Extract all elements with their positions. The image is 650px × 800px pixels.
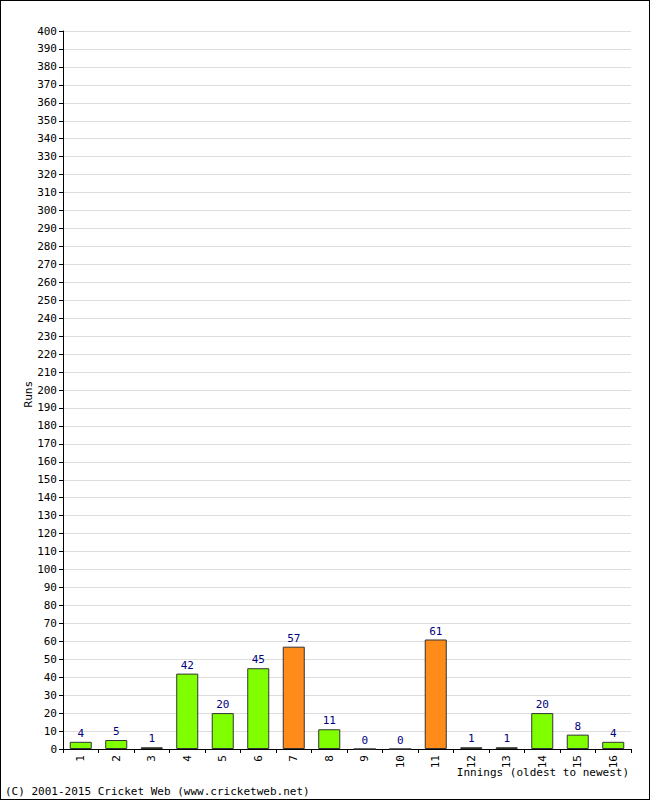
svg-text:61: 61 [429, 625, 442, 638]
svg-text:7: 7 [287, 755, 300, 762]
svg-text:4: 4 [77, 727, 84, 740]
svg-text:270: 270 [37, 258, 57, 271]
svg-text:11: 11 [429, 755, 442, 768]
svg-text:50: 50 [44, 653, 57, 666]
svg-text:160: 160 [37, 455, 57, 468]
svg-text:240: 240 [37, 312, 57, 325]
svg-text:8: 8 [323, 755, 336, 762]
svg-text:280: 280 [37, 240, 57, 253]
svg-text:20: 20 [536, 698, 549, 711]
svg-text:10: 10 [394, 755, 407, 768]
svg-text:380: 380 [37, 60, 57, 73]
svg-text:350: 350 [37, 114, 57, 127]
svg-text:1: 1 [468, 732, 475, 745]
svg-text:1: 1 [74, 755, 87, 762]
svg-text:14: 14 [536, 755, 549, 769]
svg-text:230: 230 [37, 330, 57, 343]
svg-text:390: 390 [37, 42, 57, 55]
svg-text:8: 8 [574, 720, 581, 733]
svg-text:70: 70 [44, 617, 57, 630]
svg-text:370: 370 [37, 78, 57, 91]
svg-text:9: 9 [358, 755, 371, 762]
svg-text:260: 260 [37, 276, 57, 289]
svg-text:140: 140 [37, 491, 57, 504]
svg-text:100: 100 [37, 563, 57, 576]
svg-text:90: 90 [44, 581, 57, 594]
svg-text:2: 2 [110, 755, 123, 762]
svg-text:310: 310 [37, 186, 57, 199]
svg-text:180: 180 [37, 419, 57, 432]
svg-text:10: 10 [44, 725, 57, 738]
svg-text:400: 400 [37, 25, 57, 38]
svg-text:15: 15 [571, 755, 584, 768]
svg-text:1: 1 [503, 732, 510, 745]
svg-text:20: 20 [216, 698, 229, 711]
svg-text:190: 190 [37, 401, 57, 414]
svg-text:200: 200 [37, 384, 57, 397]
svg-text:300: 300 [37, 204, 57, 217]
svg-text:Runs: Runs [22, 381, 35, 408]
svg-text:45: 45 [252, 653, 265, 666]
svg-text:11: 11 [323, 714, 336, 727]
svg-text:5: 5 [216, 755, 229, 762]
svg-text:120: 120 [37, 527, 57, 540]
svg-text:110: 110 [37, 545, 57, 558]
svg-text:250: 250 [37, 294, 57, 307]
svg-text:16: 16 [607, 755, 620, 768]
svg-text:0: 0 [361, 734, 368, 747]
svg-text:1: 1 [148, 732, 155, 745]
svg-text:220: 220 [37, 348, 57, 361]
svg-text:170: 170 [37, 437, 57, 450]
svg-text:13: 13 [500, 755, 513, 768]
svg-text:3: 3 [145, 755, 158, 762]
svg-text:60: 60 [44, 635, 57, 648]
svg-text:40: 40 [44, 671, 57, 684]
svg-text:12: 12 [465, 755, 478, 768]
svg-text:150: 150 [37, 473, 57, 486]
svg-text:330: 330 [37, 150, 57, 163]
svg-text:30: 30 [44, 689, 57, 702]
svg-text:5: 5 [113, 725, 120, 738]
svg-text:57: 57 [287, 632, 300, 645]
svg-text:42: 42 [181, 659, 194, 672]
svg-text:320: 320 [37, 168, 57, 181]
svg-text:0: 0 [397, 734, 404, 747]
svg-text:290: 290 [37, 222, 57, 235]
svg-text:20: 20 [44, 707, 57, 720]
svg-text:360: 360 [37, 96, 57, 109]
svg-text:130: 130 [37, 509, 57, 522]
svg-text:210: 210 [37, 366, 57, 379]
svg-text:340: 340 [37, 132, 57, 145]
svg-text:Innings (oldest to newest): Innings (oldest to newest) [456, 766, 629, 779]
svg-text:0: 0 [50, 743, 57, 756]
svg-text:80: 80 [44, 599, 57, 612]
svg-text:4: 4 [610, 727, 617, 740]
svg-text:4: 4 [181, 755, 194, 762]
svg-text:6: 6 [252, 755, 265, 762]
svg-text:(C) 2001-2015 Cricket Web (www: (C) 2001-2015 Cricket Web (www.cricketwe… [5, 785, 310, 798]
